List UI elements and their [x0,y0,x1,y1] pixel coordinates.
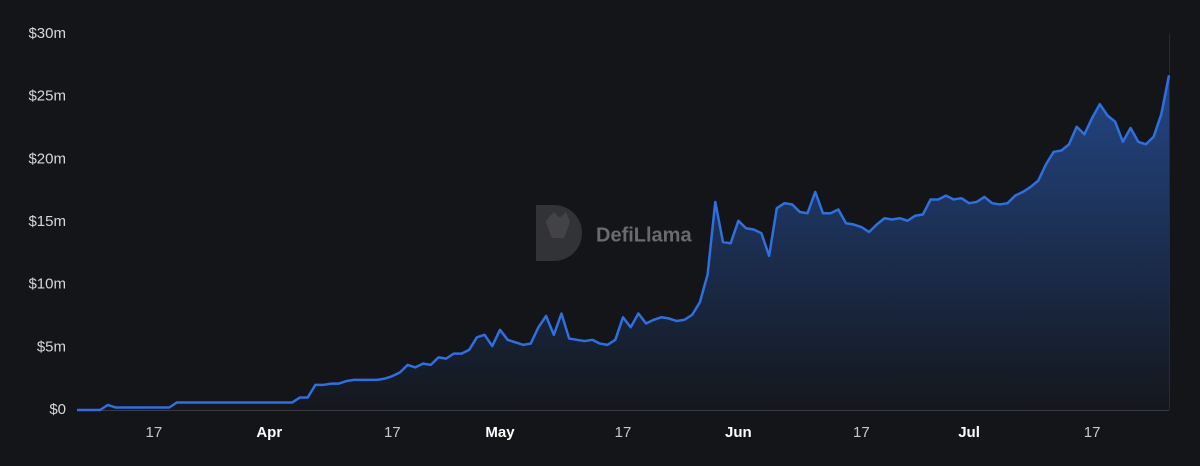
y-tick-label: $5m [37,338,66,355]
watermark-text: DefiLlama [596,224,692,246]
y-tick-label: $10m [28,276,66,293]
x-tick-label: Jun [725,424,752,441]
y-tick-label: $0 [49,401,66,418]
line [77,75,1171,412]
x-tick-label: 17 [146,424,163,441]
y-tick-label: $30m [28,25,66,42]
x-tick-label: 17 [853,424,870,441]
x-tick-label: Apr [256,424,282,441]
x-tick-label: 17 [384,424,401,441]
area-fill [77,75,1169,411]
x-tick-label: 17 [1084,424,1101,441]
x-tick-label: 17 [615,424,632,441]
y-tick-label: $15m [28,213,66,230]
y-tick-label: $25m [28,88,66,105]
x-tick-label: May [485,424,515,441]
x-tick-label: Jul [958,424,980,441]
y-tick-label: $20m [28,150,66,167]
watermark-logo [536,205,582,261]
